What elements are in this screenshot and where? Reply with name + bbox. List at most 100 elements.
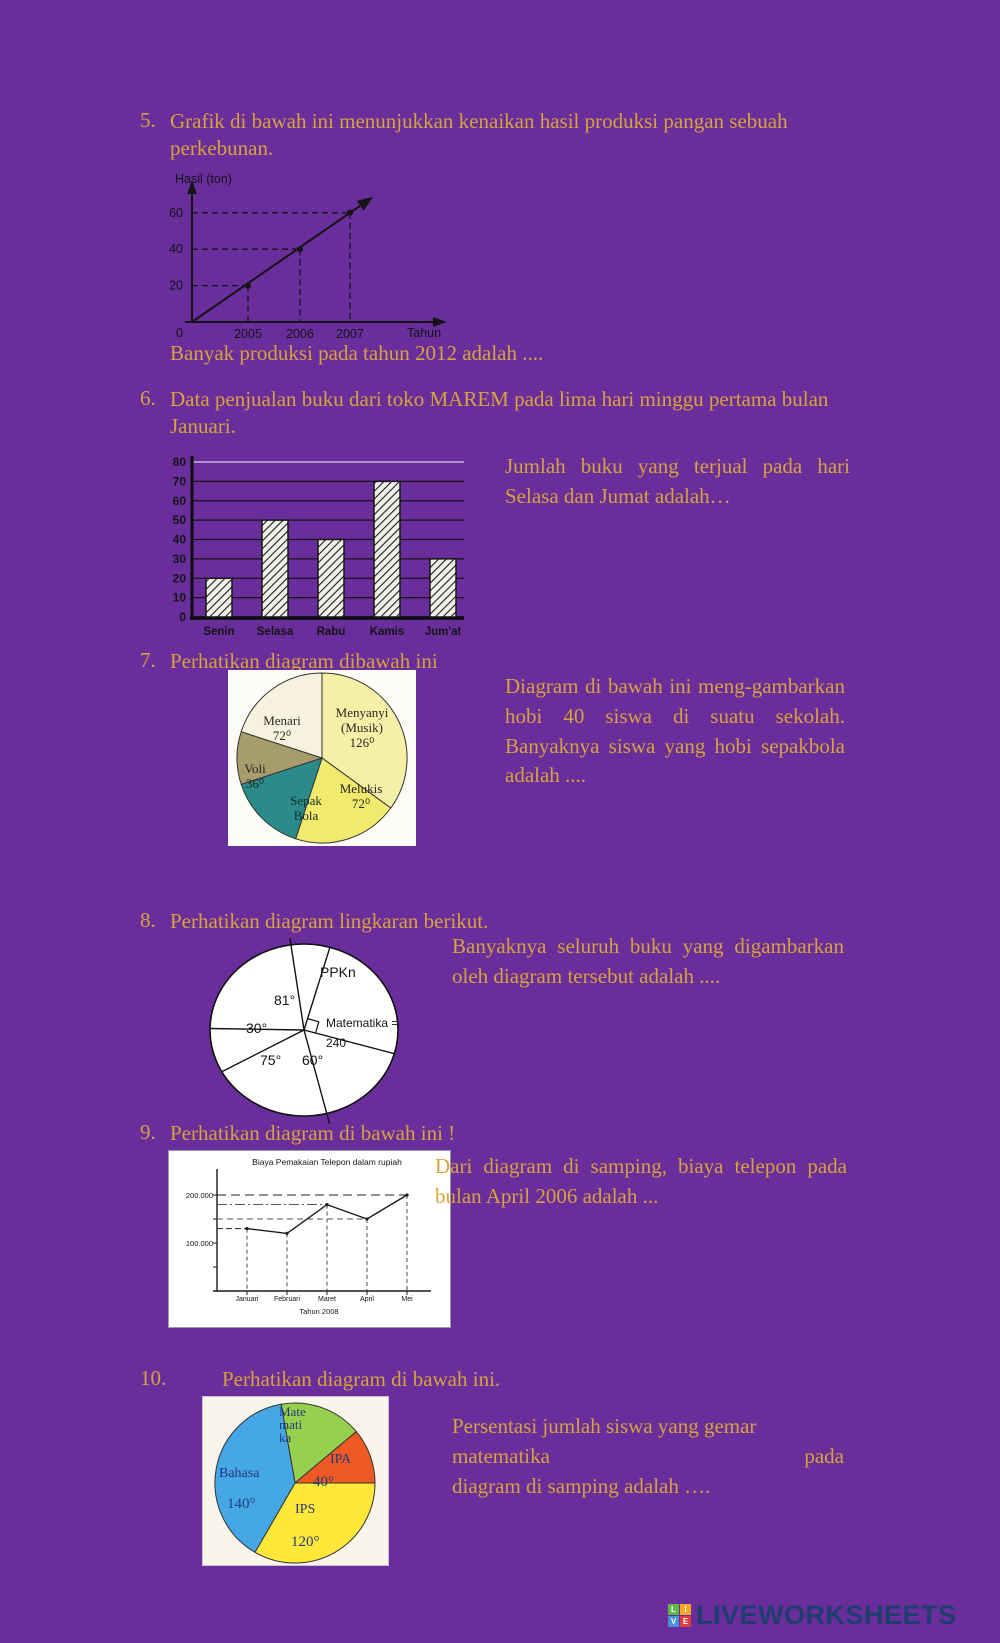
chart-label: 60 xyxy=(173,494,187,508)
sector-line xyxy=(289,937,305,1031)
q5-line-chart: Hasil (ton) Tahun 0 20 2005 40 2006 60 2007 xyxy=(169,172,447,341)
q8-label-matematika: Matematika = xyxy=(326,1016,399,1030)
q7-label-menari: Menari 72⁰ xyxy=(263,713,301,743)
q7-label-melukis: Melukis 72⁰ xyxy=(339,781,383,811)
chart-label: 10 xyxy=(173,591,187,605)
bar-Senin xyxy=(205,577,233,618)
chart-label: 70 xyxy=(173,474,187,488)
q10-side-text: Persentasi jumlah siswa yang gemar matem… xyxy=(452,1412,844,1501)
chart-label: Kamis xyxy=(370,626,405,638)
sector-line xyxy=(209,1027,305,1031)
pie-slice-Matematika xyxy=(280,1402,358,1484)
data-point xyxy=(245,1227,249,1231)
chart-label: 200.000 xyxy=(186,1191,213,1200)
q9-chart-card: Biaya Pemakaian Telepon dalam rupiah Tah… xyxy=(168,1150,451,1328)
q7-side-text: Diagram di bawah ini meng-gambarkan hobi… xyxy=(505,674,845,788)
sector-line xyxy=(221,1029,305,1073)
pie-slice-Menyanyi (Musik) xyxy=(321,672,408,809)
bar-Rabu xyxy=(317,538,345,618)
q10-side-line2: matematika pada xyxy=(452,1443,844,1468)
q10-pie-chart xyxy=(214,1402,376,1564)
q8-side-text: Banyaknya seluruh buku yang digambarkan … xyxy=(452,934,844,988)
q5-origin-label: 0 xyxy=(176,326,183,340)
chart-label: 100.000 xyxy=(186,1239,213,1248)
data-point xyxy=(365,1217,369,1221)
chart-label: Januari xyxy=(236,1296,259,1303)
pie-slice-IPS xyxy=(254,1482,376,1564)
chart-label: Selasa xyxy=(257,626,294,638)
chart-label: 20 xyxy=(169,279,183,293)
chart-label: April xyxy=(360,1296,374,1303)
sector-line xyxy=(303,1029,331,1124)
q7-label-voli: Voli 36⁰ xyxy=(244,761,266,791)
data-point xyxy=(405,1193,409,1197)
chart-label: Mei xyxy=(401,1296,413,1303)
data-point xyxy=(325,1203,329,1207)
chart-label: 0 xyxy=(179,610,186,624)
sector-line xyxy=(303,947,331,1031)
q10-label-ips-deg: 120° xyxy=(291,1534,320,1550)
q7-pie-card: Menari 72⁰ Menyanyi (Musik) 126⁰ Voli 36⁰ Se… xyxy=(228,670,416,846)
data-point xyxy=(285,1231,289,1235)
q5-ylabel: Hasil (ton) xyxy=(175,172,232,186)
q8-label-240: 240 xyxy=(326,1036,347,1050)
q10-side-line1: Persentasi jumlah siswa yang gemar xyxy=(452,1414,757,1438)
pie-slice-Melukis xyxy=(295,757,392,844)
liveworksheets-logo[interactable]: L I V E LIVEWORKSHEETS xyxy=(668,1600,957,1631)
q9-prompt: Perhatikan diagram di bawah ini ! xyxy=(170,1121,456,1145)
chart-label: Maret xyxy=(318,1296,336,1303)
chart-label: 40 xyxy=(173,533,187,547)
q10-label-ips: IPS xyxy=(295,1502,316,1517)
q9-title: Biaya Pemakaian Telepon dalam rupiah xyxy=(252,1157,402,1167)
chart-label: Februari xyxy=(274,1296,301,1303)
q8-label-60: 60° xyxy=(302,1052,324,1068)
q9-caption: Tahun 2008 xyxy=(299,1307,338,1316)
logo-letter-V: V xyxy=(668,1616,679,1627)
chart-label: 2006 xyxy=(286,327,314,341)
chart-label: Jum'at xyxy=(425,626,462,638)
q7-number: 7. xyxy=(140,648,156,672)
q10-label-bahasa: Bahasa xyxy=(219,1466,260,1481)
bar-Selasa xyxy=(261,519,289,618)
q8-number: 8. xyxy=(140,908,156,932)
q10-pie-card: Mate mati ka IPA 40° Bahasa 140° IPS 120° xyxy=(202,1396,389,1566)
q6-side-text: Jumlah buku yang terjual pada hari Selas… xyxy=(505,454,850,508)
pie-slice-Bahasa xyxy=(214,1403,296,1553)
x-axis-arrow xyxy=(433,317,447,327)
chart-label: 20 xyxy=(173,571,187,585)
q10-label-ipa: IPA xyxy=(330,1452,352,1467)
q10-label-ipa-deg: 40° xyxy=(313,1474,334,1490)
data-point xyxy=(347,209,353,216)
chart-label: 2005 xyxy=(234,327,262,341)
q9-side-text: Dari diagram di samping, biaya telepon p… xyxy=(435,1154,847,1208)
q10-side-line3: diagram di samping adalah …. xyxy=(452,1473,711,1498)
q6-number: 6. xyxy=(140,386,156,410)
bar-Kamis xyxy=(373,480,401,618)
q7-label-menyanyi: Menyanyi (Musik) 126⁰ xyxy=(335,705,389,750)
data-point xyxy=(297,246,303,253)
q10-number: 10. xyxy=(140,1366,167,1390)
chart-label: 2007 xyxy=(336,327,364,341)
logo-blocks-icon: L I V E xyxy=(668,1604,691,1627)
q7-label-sepakbola: Sepak Bola xyxy=(290,793,322,823)
brand-text: LIVEWORKSHEETS xyxy=(696,1600,957,1630)
q6-prompt: Data penjualan buku dari toko MAREM pada… xyxy=(170,387,829,439)
chart-label: 40 xyxy=(169,242,183,256)
chart-label: 80 xyxy=(173,455,187,469)
chart-label: 50 xyxy=(173,513,187,527)
q7-pie-chart xyxy=(236,672,408,844)
trend-line xyxy=(191,196,374,323)
q5-xlabel: Tahun xyxy=(407,326,441,340)
logo-letter-L: L xyxy=(668,1604,679,1615)
q8-pie-chart xyxy=(209,937,399,1124)
q10-label-bahasa-deg: 140° xyxy=(227,1496,256,1512)
q5-followup: Banyak produksi pada tahun 2012 adalah .… xyxy=(170,341,544,365)
q9-number: 9. xyxy=(140,1120,156,1144)
y-axis-arrow xyxy=(187,180,197,194)
q5-prompt: Grafik di bawah ini menunjukkan kenaikan… xyxy=(170,109,788,161)
right-angle-marker xyxy=(307,1017,320,1034)
q8-label-ppkn: PPKn xyxy=(320,964,356,980)
chart-label: Rabu xyxy=(317,626,346,638)
data-point xyxy=(245,282,251,289)
